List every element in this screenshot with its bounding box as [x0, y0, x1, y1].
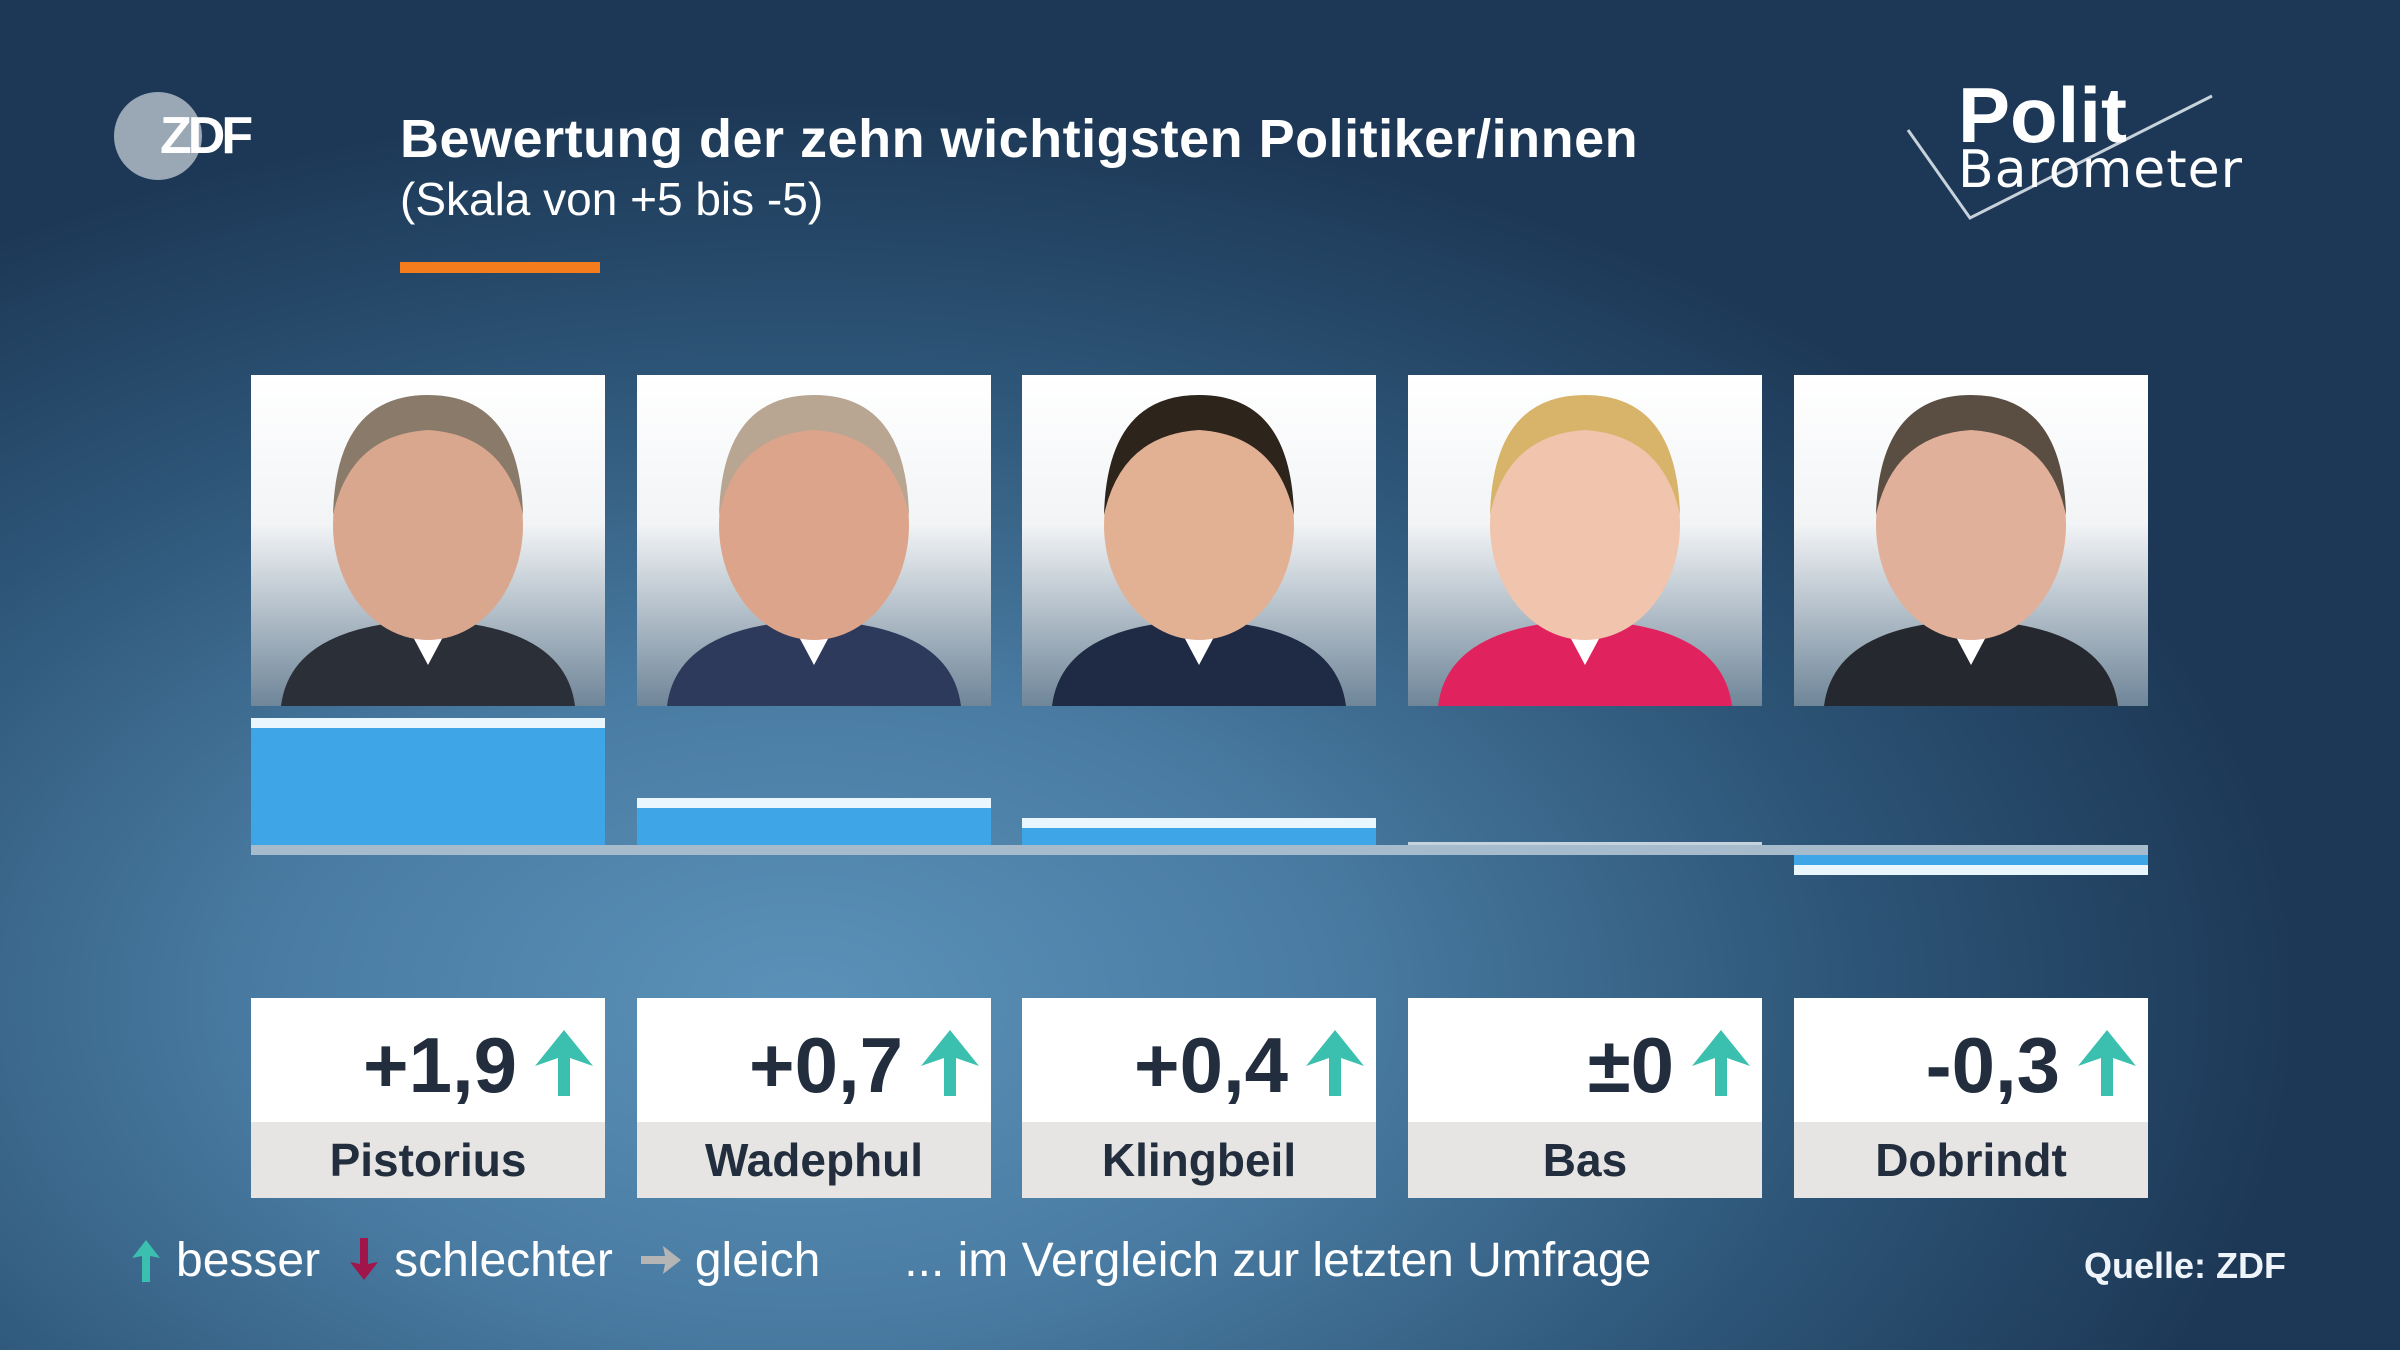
legend: besser schlechter gleich ... im Vergleic…: [126, 1228, 1651, 1292]
checkmark-icon: [1906, 94, 2213, 220]
legend-better: besser: [126, 1233, 320, 1288]
arrow-right-icon: [640, 1246, 681, 1274]
value-box: +0,4: [1022, 998, 1376, 1122]
trend-up-icon: [917, 1028, 983, 1098]
zdf-logo: ZDF: [114, 92, 264, 182]
trend-up-icon: [1688, 1028, 1754, 1098]
bar: [251, 717, 605, 845]
trend-up-icon: [1302, 1028, 1368, 1098]
legend-worse: schlechter: [344, 1233, 613, 1288]
value-box: ±0: [1408, 998, 1762, 1122]
portrait-photo: [637, 375, 991, 706]
legend-note: ... im Vergleich zur letzten Umfrage: [904, 1233, 1652, 1287]
chart-title: Bewertung der zehn wichtigsten Politiker…: [400, 109, 1639, 169]
category-label: Wadephul: [637, 1122, 991, 1198]
value-box: +1,9: [251, 998, 605, 1122]
arrow-up-icon: [132, 1240, 160, 1282]
politbarometer-logo: Polit Barometer: [1900, 70, 2242, 230]
category-label: Pistorius: [251, 1122, 605, 1198]
value-box: +0,7: [637, 998, 991, 1122]
bar-cap: [1794, 865, 2148, 876]
trend-up-icon: [531, 1028, 597, 1098]
bar-zero-cap: [1408, 842, 1762, 845]
value-label: -0,3: [1925, 1021, 2060, 1109]
value-label: +1,9: [363, 1021, 517, 1109]
source-label: Quelle: ZDF: [2083, 1245, 2286, 1286]
trend-up-icon: [2074, 1028, 2140, 1098]
arrow-down-icon: [350, 1238, 379, 1280]
portrait-photo: [1022, 375, 1376, 706]
value-label: +0,4: [1134, 1021, 1288, 1109]
value-box: -0,3: [1794, 998, 2148, 1122]
accent-bar: [400, 262, 600, 273]
portrait-photo: [251, 375, 605, 706]
legend-same: gleich: [637, 1233, 820, 1288]
value-label: ±0: [1587, 1021, 1674, 1109]
category-label: Klingbeil: [1022, 1122, 1376, 1198]
bar-cap: [251, 717, 605, 728]
value-label: +0,7: [749, 1021, 903, 1109]
bar-cap: [637, 798, 991, 809]
zero-axis: [251, 845, 2148, 855]
category-label: Dobrindt: [1794, 1122, 2148, 1198]
portrait-photo: [1794, 375, 2148, 706]
portrait-photo: [1408, 375, 1762, 706]
bar-cap: [1022, 818, 1376, 829]
chart-subtitle: (Skala von +5 bis -5): [400, 173, 824, 225]
category-label: Bas: [1408, 1122, 1762, 1198]
